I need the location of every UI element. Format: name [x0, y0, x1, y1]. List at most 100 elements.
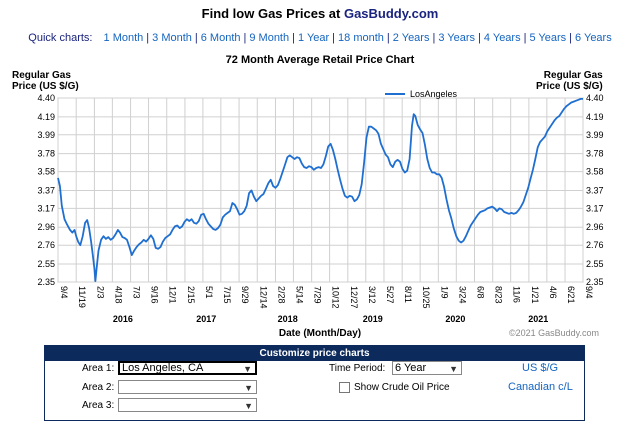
page-title: Find low Gas Prices at GasBuddy.com — [0, 6, 640, 21]
price-chart: 2.35 2.35 2.55 2.55 2.76 2.76 2.96 2.96 3.17 3.17… — [37, 89, 604, 324]
quick-link[interactable]: 1 Month — [103, 32, 144, 44]
quick-link-separator: | — [432, 32, 436, 44]
quick-link[interactable]: 2 Years — [392, 32, 430, 44]
y-tick-label-right: 3.58 — [586, 167, 604, 177]
chevron-down-icon: ▼ — [243, 364, 252, 374]
y-tick-label-left: 3.78 — [37, 149, 55, 159]
quick-link[interactable]: 18 month — [338, 32, 384, 44]
x-tick-label: 5/27 — [385, 286, 395, 304]
x-tick-label: 3/24 — [457, 286, 467, 304]
y-tick-label-right: 2.55 — [586, 259, 604, 269]
y-tick-label-right: 2.76 — [586, 240, 604, 250]
area3-select[interactable]: ▼ — [118, 398, 257, 412]
x-tick-label: 1/21 — [530, 286, 540, 304]
y-tick-label-left: 3.37 — [37, 185, 55, 195]
y-tick-label-right: 3.17 — [586, 203, 604, 213]
quick-link[interactable]: 3 Years — [438, 32, 476, 44]
y-tick-label-left: 4.19 — [37, 112, 55, 122]
quick-link-separator: | — [243, 32, 247, 44]
x-tick-label: 7/15 — [222, 286, 232, 304]
chevron-down-icon: ▼ — [449, 364, 458, 374]
x-tick-label: 3/12 — [367, 286, 377, 304]
quick-link[interactable]: 6 Month — [200, 32, 241, 44]
y-tick-label-right: 4.40 — [586, 93, 604, 103]
x-tick-label: 11/19 — [77, 286, 87, 308]
quick-link[interactable]: 3 Month — [152, 32, 192, 44]
y-tick-label-right: 4.19 — [586, 112, 604, 122]
year-label: 2016 — [113, 314, 133, 324]
chevron-down-icon: ▼ — [244, 401, 253, 411]
area1-value: Los Angeles, CA — [122, 362, 204, 374]
chart-title: 72 Month Average Retail Price Chart — [225, 54, 415, 66]
y-axis-label-left-line2: Price (US $/G) — [12, 81, 79, 92]
quick-charts-label: Quick charts: — [28, 32, 93, 44]
x-tick-label: 6/21 — [566, 286, 576, 304]
y-tick-label-right: 2.96 — [586, 222, 604, 232]
quick-link[interactable]: 1 Year — [297, 32, 330, 44]
y-tick-label-right: 2.35 — [586, 277, 604, 287]
x-tick-label: 9/4 — [584, 286, 594, 299]
y-axis-label-right-line2: Price (US $/G) — [536, 81, 603, 92]
x-tick-label: 10/12 — [331, 286, 341, 309]
quick-link-separator: | — [478, 32, 481, 44]
area2-select[interactable]: ▼ — [118, 380, 257, 394]
currency-us-link[interactable]: US $/G — [522, 362, 559, 374]
time-period-label: Time Period: — [329, 363, 386, 374]
time-period-value: 6 Year — [395, 362, 427, 374]
x-tick-label: 2/28 — [276, 286, 286, 304]
year-label: 2020 — [445, 314, 465, 324]
quick-link[interactable]: 6 Years — [575, 32, 612, 44]
x-tick-label: 1/9 — [439, 286, 449, 299]
x-tick-label: 2/15 — [186, 286, 196, 304]
y-axis-label-left-line1: Regular Gas — [12, 70, 71, 81]
time-period-select[interactable]: 6 Year ▼ — [392, 361, 462, 375]
y-tick-label-left: 2.76 — [37, 240, 55, 250]
y-axis-label-right-line1: Regular Gas — [543, 70, 603, 81]
quick-charts-bar: Quick charts: 1 Month | 3 Month | 6 Month | 9 … — [0, 32, 640, 44]
currency-canadian-link[interactable]: Canadian c/L — [508, 381, 573, 393]
year-label: 2018 — [278, 314, 298, 324]
x-tick-label: 9/29 — [240, 286, 250, 304]
crude-oil-checkbox[interactable] — [339, 382, 350, 393]
area1-label: Area 1: — [82, 363, 115, 374]
y-tick-label-left: 4.40 — [37, 93, 55, 103]
y-tick-label-right: 3.99 — [586, 130, 604, 140]
year-label: 2021 — [528, 314, 548, 324]
y-tick-label-left: 3.99 — [37, 130, 55, 140]
quick-link-separator: | — [146, 32, 150, 44]
customize-heading: Customize price charts — [45, 346, 584, 361]
crude-oil-label: Show Crude Oil Price — [354, 382, 450, 393]
x-tick-label: 5/1 — [204, 286, 214, 299]
quick-link-separator: | — [386, 32, 390, 44]
title-prefix: Find low Gas Prices at — [201, 6, 344, 21]
x-tick-label: 10/25 — [421, 286, 431, 309]
x-tick-label: 11/6 — [512, 286, 522, 303]
x-tick-label: 12/14 — [258, 286, 268, 309]
year-label: 2019 — [363, 314, 383, 324]
quick-link-separator: | — [292, 32, 295, 44]
quick-link-separator: | — [569, 32, 573, 44]
quick-link-separator: | — [194, 32, 198, 44]
area1-select[interactable]: Los Angeles, CA ▼ — [118, 361, 257, 375]
x-tick-label: 7/29 — [313, 286, 323, 304]
legend-label: LosAngeles — [410, 89, 458, 99]
x-tick-label: 8/23 — [494, 286, 504, 304]
y-tick-label-left: 3.17 — [37, 203, 55, 213]
chevron-down-icon: ▼ — [244, 383, 253, 393]
quick-link[interactable]: 9 Month — [249, 32, 290, 44]
y-axis-label-right: Regular Gas Price (US $/G) — [536, 70, 603, 92]
copyright-text: ©2021 GasBuddy.com — [509, 328, 600, 338]
x-tick-label: 4/18 — [113, 286, 123, 304]
quick-link[interactable]: 5 Years — [529, 32, 567, 44]
y-tick-label-left: 2.35 — [37, 277, 55, 287]
x-tick-label: 12/1 — [168, 286, 178, 304]
area3-label: Area 3: — [82, 400, 115, 411]
x-tick-label: 12/27 — [349, 286, 359, 309]
x-tick-label: 6/8 — [476, 286, 486, 299]
y-tick-label-left: 2.96 — [37, 222, 55, 232]
y-tick-label-left: 3.58 — [37, 167, 55, 177]
quick-link[interactable]: 4 Years — [483, 32, 521, 44]
gasbuddy-link[interactable]: GasBuddy.com — [343, 6, 439, 21]
y-tick-label-right: 3.37 — [586, 185, 604, 195]
quick-charts-links: 1 Month | 3 Month | 6 Month | 9 Month | 1 Year | 1… — [104, 32, 612, 44]
